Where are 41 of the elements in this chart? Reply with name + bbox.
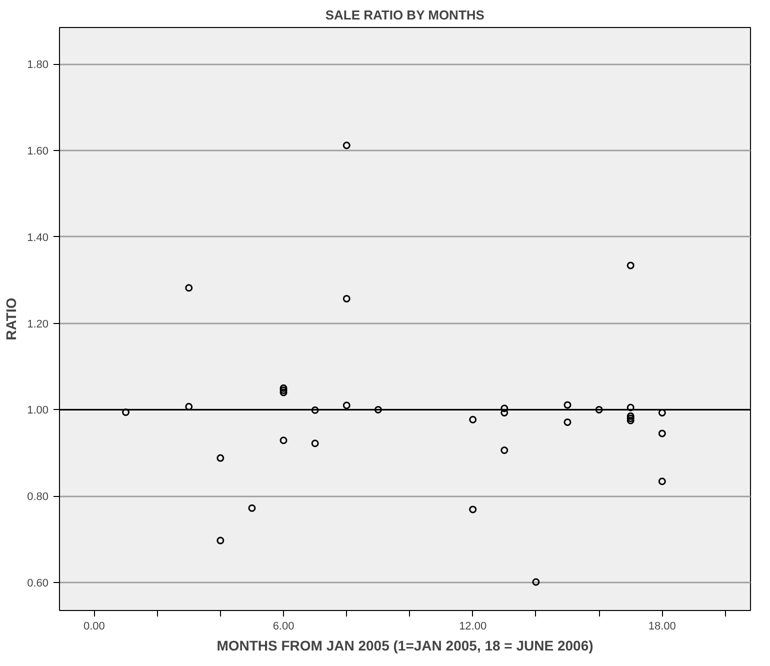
x-tick-label: 18.00 [648,620,676,632]
y-tick-label: 1.60 [27,146,49,158]
point [342,402,350,410]
point [500,404,508,412]
point [248,504,256,512]
point [564,418,572,426]
y-tick-label: 1.20 [27,318,49,330]
point [216,454,224,462]
point [185,284,193,292]
point [374,406,382,414]
point [626,412,634,420]
point [311,406,319,414]
point [280,386,288,394]
point [564,401,572,409]
point [626,414,634,422]
point [122,408,130,416]
chart-title: SALE RATIO BY MONTHS [325,8,485,22]
y-tick-label: 0.60 [27,577,49,590]
x-tick-label: 0.00 [84,620,105,632]
y-tick-label: 1.80 [27,59,49,72]
point [626,262,634,270]
point [342,294,350,302]
point [658,430,666,438]
point [216,536,224,544]
point [469,506,477,514]
y-tick-label: 1.40 [27,232,49,244]
point [532,578,540,586]
y-axis-title: RATIO [3,298,20,340]
x-axis-title: MONTHS FROM JAN 2005 (1=JAN 2005, 18 = JUNE 2006) [216,638,594,654]
point [280,436,288,444]
point [626,404,634,412]
point [342,142,350,150]
point [500,446,508,454]
y-tick-label: 1.00 [27,404,49,417]
point [469,416,477,424]
x-tick-label: 6.00 [272,620,294,632]
point [311,440,319,448]
y-tick-label: 0.80 [27,491,49,504]
point [595,406,603,414]
point [658,478,666,486]
x-tick-label: 12.00 [459,620,487,632]
